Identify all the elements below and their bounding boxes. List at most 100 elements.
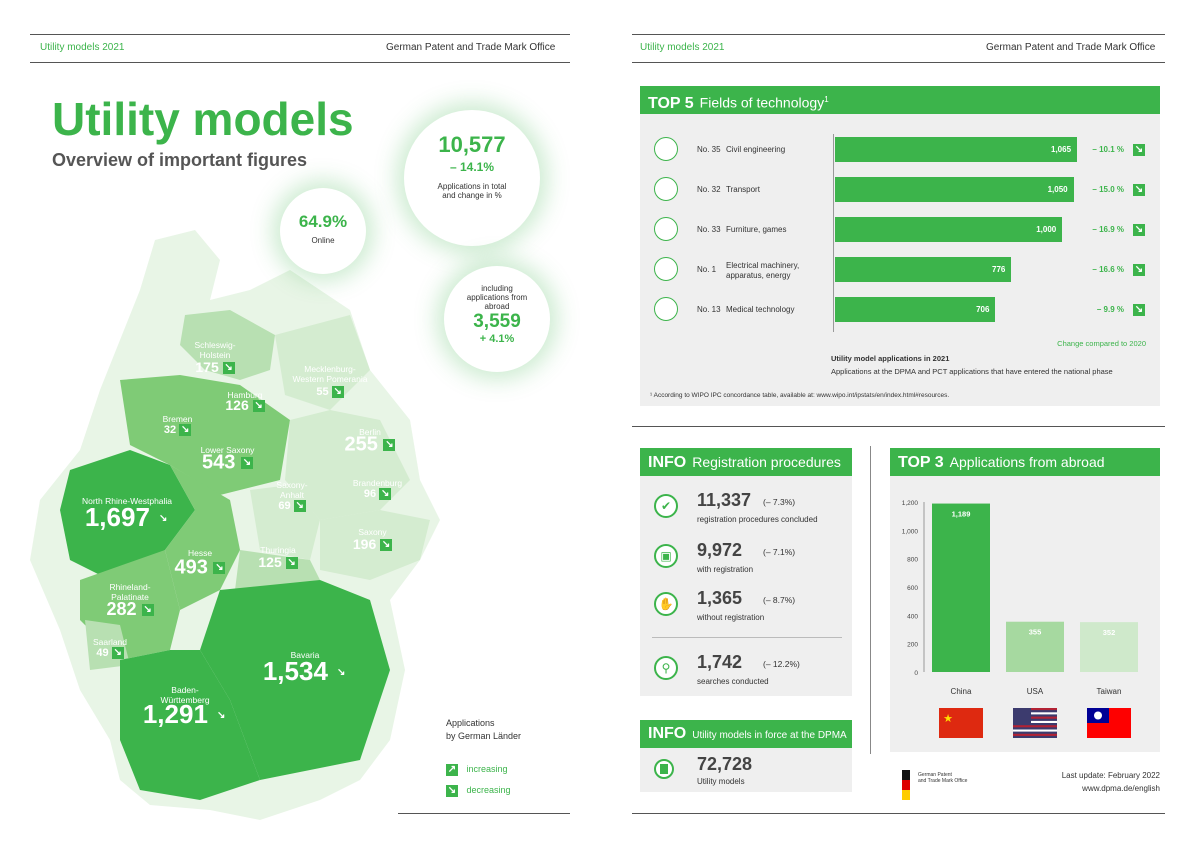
decrease-arrow-icon: ↘: [331, 386, 344, 398]
info-force-title-bar: INFO Utility models in force at the DPMA: [640, 720, 852, 748]
state-label-berlin: Berlin 255 ↘: [340, 427, 400, 454]
top3-bar: [932, 503, 990, 672]
decrease-arrow-icon: ↘: [1133, 144, 1145, 156]
state-label-thuringia: Thuringia 125 ↘: [248, 545, 308, 570]
in-force-caption: Utility models: [697, 777, 745, 786]
top5-footnote-marker: 1: [824, 95, 829, 104]
hand-icon: ✋: [654, 592, 678, 616]
abroad-change: + 4.1%: [479, 333, 515, 345]
top3-title-bar: TOP 3 Applications from abroad: [890, 448, 1160, 476]
field-icon: [654, 257, 678, 281]
top3-category-label: China: [951, 687, 972, 696]
book-icon: [654, 759, 674, 779]
decrease-arrow-icon: ↘: [293, 500, 306, 512]
field-change: – 15.0 %: [1092, 185, 1124, 194]
decrease-arrow-icon: ↘: [335, 667, 348, 680]
info-value: 11,337: [697, 490, 752, 510]
state-label-nrw: North Rhine-Westphalia 1,697 ↘: [72, 496, 182, 530]
change-note: Change compared to 2020: [1057, 339, 1146, 348]
y-tick-label: 1,000: [902, 528, 919, 535]
monitor-icon: ▣: [654, 544, 678, 568]
info-change: (– 8.7%): [763, 595, 796, 605]
state-value: 1,534: [262, 656, 328, 686]
abroad-caption: abroad: [484, 302, 510, 311]
state-name: Saxony: [358, 527, 387, 537]
info-change: (– 7.1%): [763, 547, 796, 557]
state-name: Thuringia: [260, 545, 296, 555]
info-value: 1,742: [697, 652, 743, 672]
field-change: – 16.9 %: [1092, 225, 1124, 234]
state-name: Baden- Württemberg: [160, 685, 210, 705]
state-name: Berlin: [359, 427, 381, 437]
state-label-saxony: Saxony 196 ↘: [340, 527, 405, 552]
top5-tag: TOP 5: [648, 94, 694, 112]
note-title: Utility model applications in 2021: [831, 354, 950, 363]
top3-chart: 0 200 400 600 800 1,000 1,200 1,189 China ★ 355 USA…: [902, 500, 1138, 738]
decrease-arrow-icon: ↘: [222, 362, 235, 375]
field-change: – 16.6 %: [1092, 265, 1124, 274]
total-value: 10,577: [438, 132, 506, 157]
state-name: Mecklenburg- Western Pomerania: [292, 364, 368, 384]
vertical-divider: [870, 446, 871, 754]
state-value: 282: [106, 599, 137, 619]
last-update: Last update: February 2022: [1061, 771, 1160, 780]
top3-bar: [1006, 621, 1064, 672]
state-name: Saarland: [92, 637, 128, 647]
state-value: 175: [195, 359, 219, 375]
decrease-arrow-icon: ↘: [1133, 304, 1145, 316]
info-change: (– 7.3%): [763, 497, 796, 507]
info-title: Utility models in force at the DPMA: [692, 730, 847, 741]
legend-decreasing: ↘ decreasing: [446, 785, 511, 797]
website-link[interactable]: www.dpma.de/english: [1082, 784, 1160, 793]
divider: [652, 637, 842, 638]
info-caption: without registration: [697, 613, 765, 622]
legend-increasing-label: increasing: [466, 764, 508, 775]
state-name: Bavaria: [290, 650, 320, 660]
info-registration-card: [640, 448, 852, 696]
state-value: 49: [96, 646, 109, 659]
info-value: 1,365: [697, 588, 743, 608]
total-caption: Applications in total: [437, 182, 507, 191]
decrease-arrow-icon: ↘: [285, 557, 298, 570]
state-name: Hesse: [187, 548, 213, 558]
field-number: No. 32: [697, 185, 721, 194]
header-right: German Patent and Trade Mark Office: [386, 42, 556, 53]
abroad-caption: including: [481, 284, 513, 293]
state-label-bavaria: Bavaria 1,534 ↘: [255, 650, 355, 684]
state-label-saxony-anhalt: Saxony- Anhalt 69 ↘: [262, 480, 322, 512]
info-caption: searches conducted: [697, 677, 769, 686]
decrease-arrow-icon: ↘: [1133, 264, 1145, 276]
decrease-arrow-icon: ↘: [383, 439, 396, 451]
state-value: 543: [202, 451, 236, 474]
y-tick-label: 400: [907, 613, 918, 620]
rule: [30, 34, 570, 35]
rule: [632, 62, 1165, 63]
state-name: Hamburg: [227, 390, 263, 400]
top3-bar: [1080, 622, 1138, 672]
state-value: 96: [363, 487, 377, 500]
state-value: 69: [278, 499, 291, 512]
abroad-circle: including applications from abroad 3,559…: [444, 266, 550, 372]
decrease-arrow-icon: ↘: [380, 539, 393, 552]
top3-bar-value: 352: [1103, 628, 1116, 637]
top5-title-bar: TOP 5 Fields of technology1: [640, 86, 1160, 114]
online-caption: Online: [311, 236, 335, 245]
germany-map: [30, 230, 440, 820]
in-force-value: 72,728: [697, 754, 753, 774]
legend-decreasing-label: decreasing: [466, 785, 511, 796]
top3-category-label: USA: [1027, 687, 1044, 696]
info-value: 9,972: [697, 540, 743, 560]
map-saxony: [320, 510, 430, 580]
field-label: Electrical machinery, apparatus, energy: [726, 261, 800, 280]
field-change: – 9.9 %: [1096, 305, 1124, 314]
online-circle: 64.9% Online: [280, 188, 366, 274]
state-value: 255: [344, 433, 378, 456]
total-caption: and change in %: [442, 191, 502, 200]
field-bar-value: 1,000: [1036, 225, 1057, 234]
state-label-brandenburg: Brandenburg 96 ↘: [345, 478, 410, 500]
header-right: German Patent and Trade Mark Office: [986, 42, 1156, 53]
flag-icon: [939, 708, 983, 738]
field-icon: [654, 177, 678, 201]
top5-title: Fields of technology: [699, 94, 825, 111]
field-bar: [835, 217, 1063, 242]
